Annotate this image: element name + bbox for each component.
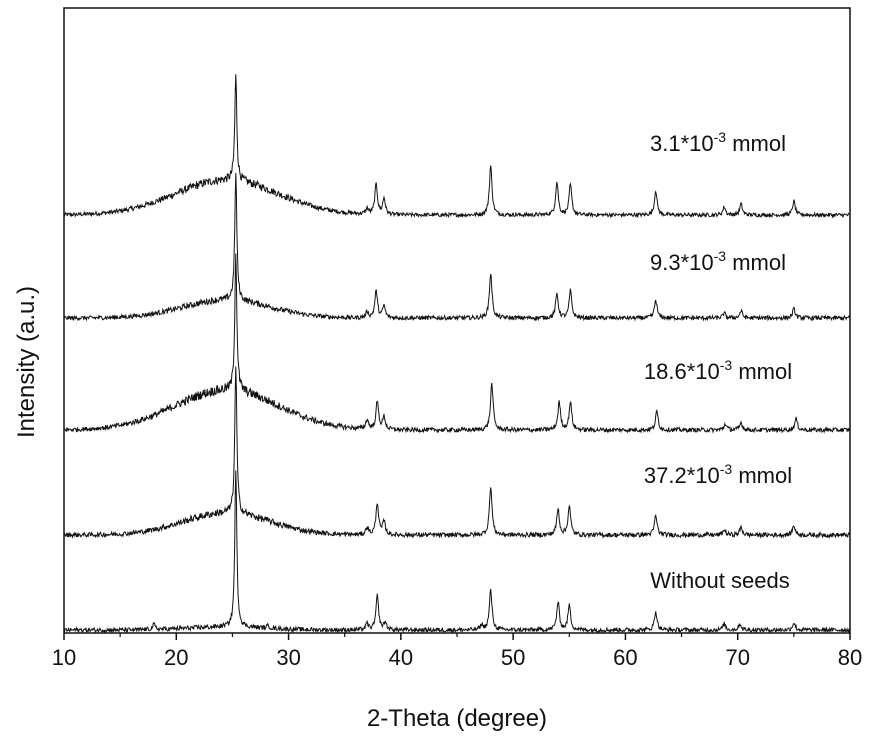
x-tick-label: 40 (389, 645, 413, 670)
series-label: 18.6*10-3 mmol (644, 357, 792, 384)
series-label: 37.2*10-3 mmol (644, 461, 792, 488)
series-line (63, 366, 851, 540)
trace-group (63, 74, 851, 634)
x-tick-label: 20 (164, 645, 188, 670)
x-tick-label: 50 (501, 645, 525, 670)
series-label-group: 3.1*10-3 mmol 9.3*10-3 mmol 18.6*10-3 mmol… (644, 129, 792, 593)
series-label: Without seeds (650, 568, 789, 593)
series-line (63, 172, 851, 322)
x-tick-label: 30 (276, 645, 300, 670)
y-axis-title: Intensity (a.u.) (13, 286, 40, 438)
series-line (63, 470, 851, 634)
x-tick-label: 70 (725, 645, 749, 670)
series-line (63, 74, 850, 219)
x-tick-label: 10 (52, 645, 76, 670)
x-tick-label: 60 (613, 645, 637, 670)
x-ticks: 10 20 30 40 50 60 70 80 (52, 633, 862, 670)
x-tick-label: 80 (838, 645, 862, 670)
series-label: 9.3*10-3 mmol (650, 248, 786, 275)
x-axis-title: 2-Theta (degree) (367, 705, 547, 732)
series-line (63, 253, 851, 434)
series-label: 3.1*10-3 mmol (650, 129, 786, 156)
axes (63, 7, 851, 634)
plot-frame (63, 7, 851, 634)
